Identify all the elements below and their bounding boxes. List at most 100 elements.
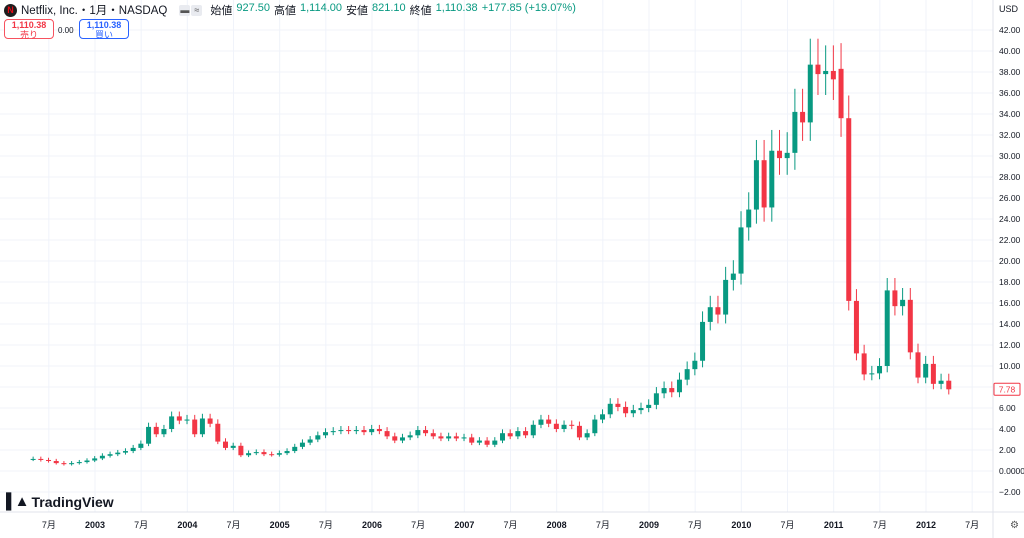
- candle-body: [761, 160, 767, 208]
- price-tick-label: 22.00: [999, 235, 1021, 245]
- candle-body: [184, 419, 190, 421]
- price-tick-label: 24.00: [999, 214, 1021, 224]
- candle-body: [376, 429, 382, 432]
- time-tick-label: 7月: [411, 520, 425, 530]
- candle-body: [430, 433, 436, 437]
- candle-body: [253, 452, 259, 454]
- candle-body: [192, 419, 198, 435]
- time-tick-label: 7月: [503, 520, 517, 530]
- tradingview-logo[interactable]: ▌▲ TradingView: [6, 493, 114, 510]
- time-tick-label: 2003: [85, 520, 105, 530]
- price-tick-label: 12.00: [999, 340, 1021, 350]
- time-tick-label: 2009: [639, 520, 659, 530]
- candle-body: [869, 373, 875, 375]
- candle-body: [830, 70, 836, 80]
- candle-body: [715, 307, 721, 315]
- price-tick-label: 26.00: [999, 193, 1021, 203]
- candle-body: [222, 441, 228, 448]
- candle-body: [561, 424, 567, 429]
- time-axis[interactable]: 7月 2003 7月 2004 7月 2005 7月 2006 7月 2007 7月 2008 7月 20…: [42, 520, 979, 530]
- candle-body: [484, 440, 490, 445]
- candle-body: [753, 160, 759, 210]
- price-tick-label: 2.00: [999, 445, 1016, 455]
- candle-body: [169, 416, 175, 429]
- time-tick-label: 7月: [965, 520, 979, 530]
- candle-body: [884, 290, 890, 366]
- candle-body: [692, 360, 698, 370]
- time-tick-label: 7月: [596, 520, 610, 530]
- candle-body: [146, 426, 152, 444]
- candle-body: [92, 458, 98, 461]
- candle-body: [515, 431, 521, 437]
- candle-body: [746, 209, 752, 228]
- candle-body: [30, 458, 36, 460]
- candle-body: [646, 404, 652, 408]
- candle-body: [676, 379, 682, 393]
- candle-body: [323, 432, 329, 436]
- candle-body: [738, 227, 744, 274]
- eye-icon[interactable]: ▬: [179, 4, 191, 16]
- candle-body: [69, 463, 75, 465]
- settings-gear-icon[interactable]: ⚙: [1010, 520, 1019, 531]
- candle-body: [53, 461, 59, 464]
- candle-body: [299, 442, 305, 447]
- time-tick-label: 7月: [780, 520, 794, 530]
- price-axis[interactable]: 42.00 40.00 38.00 36.00 34.00 32.00 30.00 28.00…: [993, 25, 1024, 497]
- price-tick-label: 10.00: [999, 361, 1021, 371]
- close-value: 1,110.38: [435, 2, 478, 14]
- candle-body: [823, 70, 829, 75]
- time-tick-label: 7月: [688, 520, 702, 530]
- candle-body: [353, 430, 359, 432]
- wave-icon[interactable]: ≈: [191, 4, 203, 16]
- candle-body: [661, 388, 667, 394]
- candle-body: [569, 424, 575, 426]
- candle-body: [838, 68, 844, 119]
- price-tick-label: −2.00: [999, 487, 1021, 497]
- symbol-title[interactable]: Netflix, Inc.・1月・NASDAQ: [21, 5, 168, 17]
- price-tick-label: 30.00: [999, 151, 1021, 161]
- open-label: 始値: [210, 5, 233, 17]
- price-tick-label: 36.00: [999, 88, 1021, 98]
- candle-body: [276, 453, 282, 455]
- open-value: 927.50: [236, 2, 270, 14]
- candle-body: [915, 352, 921, 378]
- candle-body: [892, 290, 898, 307]
- candle-body: [507, 433, 513, 437]
- time-tick-label: 7月: [873, 520, 887, 530]
- last-price-label: 7.78: [999, 384, 1016, 394]
- sell-label: 売り: [19, 30, 38, 40]
- candle-body: [176, 416, 182, 421]
- candle-body: [630, 410, 636, 414]
- candle-body: [338, 430, 344, 432]
- candle-body: [115, 452, 121, 455]
- candle-body: [938, 380, 944, 384]
- candle-body: [523, 431, 529, 436]
- currency-label[interactable]: USD: [999, 4, 1019, 14]
- time-tick-label: 7月: [134, 520, 148, 530]
- candle-body: [923, 363, 929, 378]
- candle-body: [607, 403, 613, 415]
- sell-button[interactable]: 1,110.38 売り: [4, 19, 54, 40]
- candle-body: [361, 430, 367, 433]
- time-tick-label: 2011: [824, 520, 844, 530]
- spread-value: 0.00: [58, 26, 74, 35]
- time-tick-label: 7月: [319, 520, 333, 530]
- candle-body: [700, 321, 706, 361]
- candle-body: [453, 436, 459, 439]
- candle-body: [446, 436, 452, 439]
- buy-button[interactable]: 1,110.38 買い: [79, 19, 129, 40]
- candle-body: [730, 273, 736, 280]
- candle-body: [330, 431, 336, 433]
- last-price-tag: [993, 382, 1021, 396]
- candle-body: [553, 423, 559, 429]
- candle-body: [284, 451, 290, 454]
- candle-body: [269, 454, 275, 456]
- candle-body: [538, 419, 544, 425]
- candle-body: [346, 430, 352, 432]
- candle-body: [61, 463, 67, 465]
- price-tick-label: 4.00: [999, 424, 1016, 434]
- price-tick-label: 14.00: [999, 319, 1021, 329]
- candle-body: [207, 418, 213, 424]
- price-tick-label: 34.00: [999, 109, 1021, 119]
